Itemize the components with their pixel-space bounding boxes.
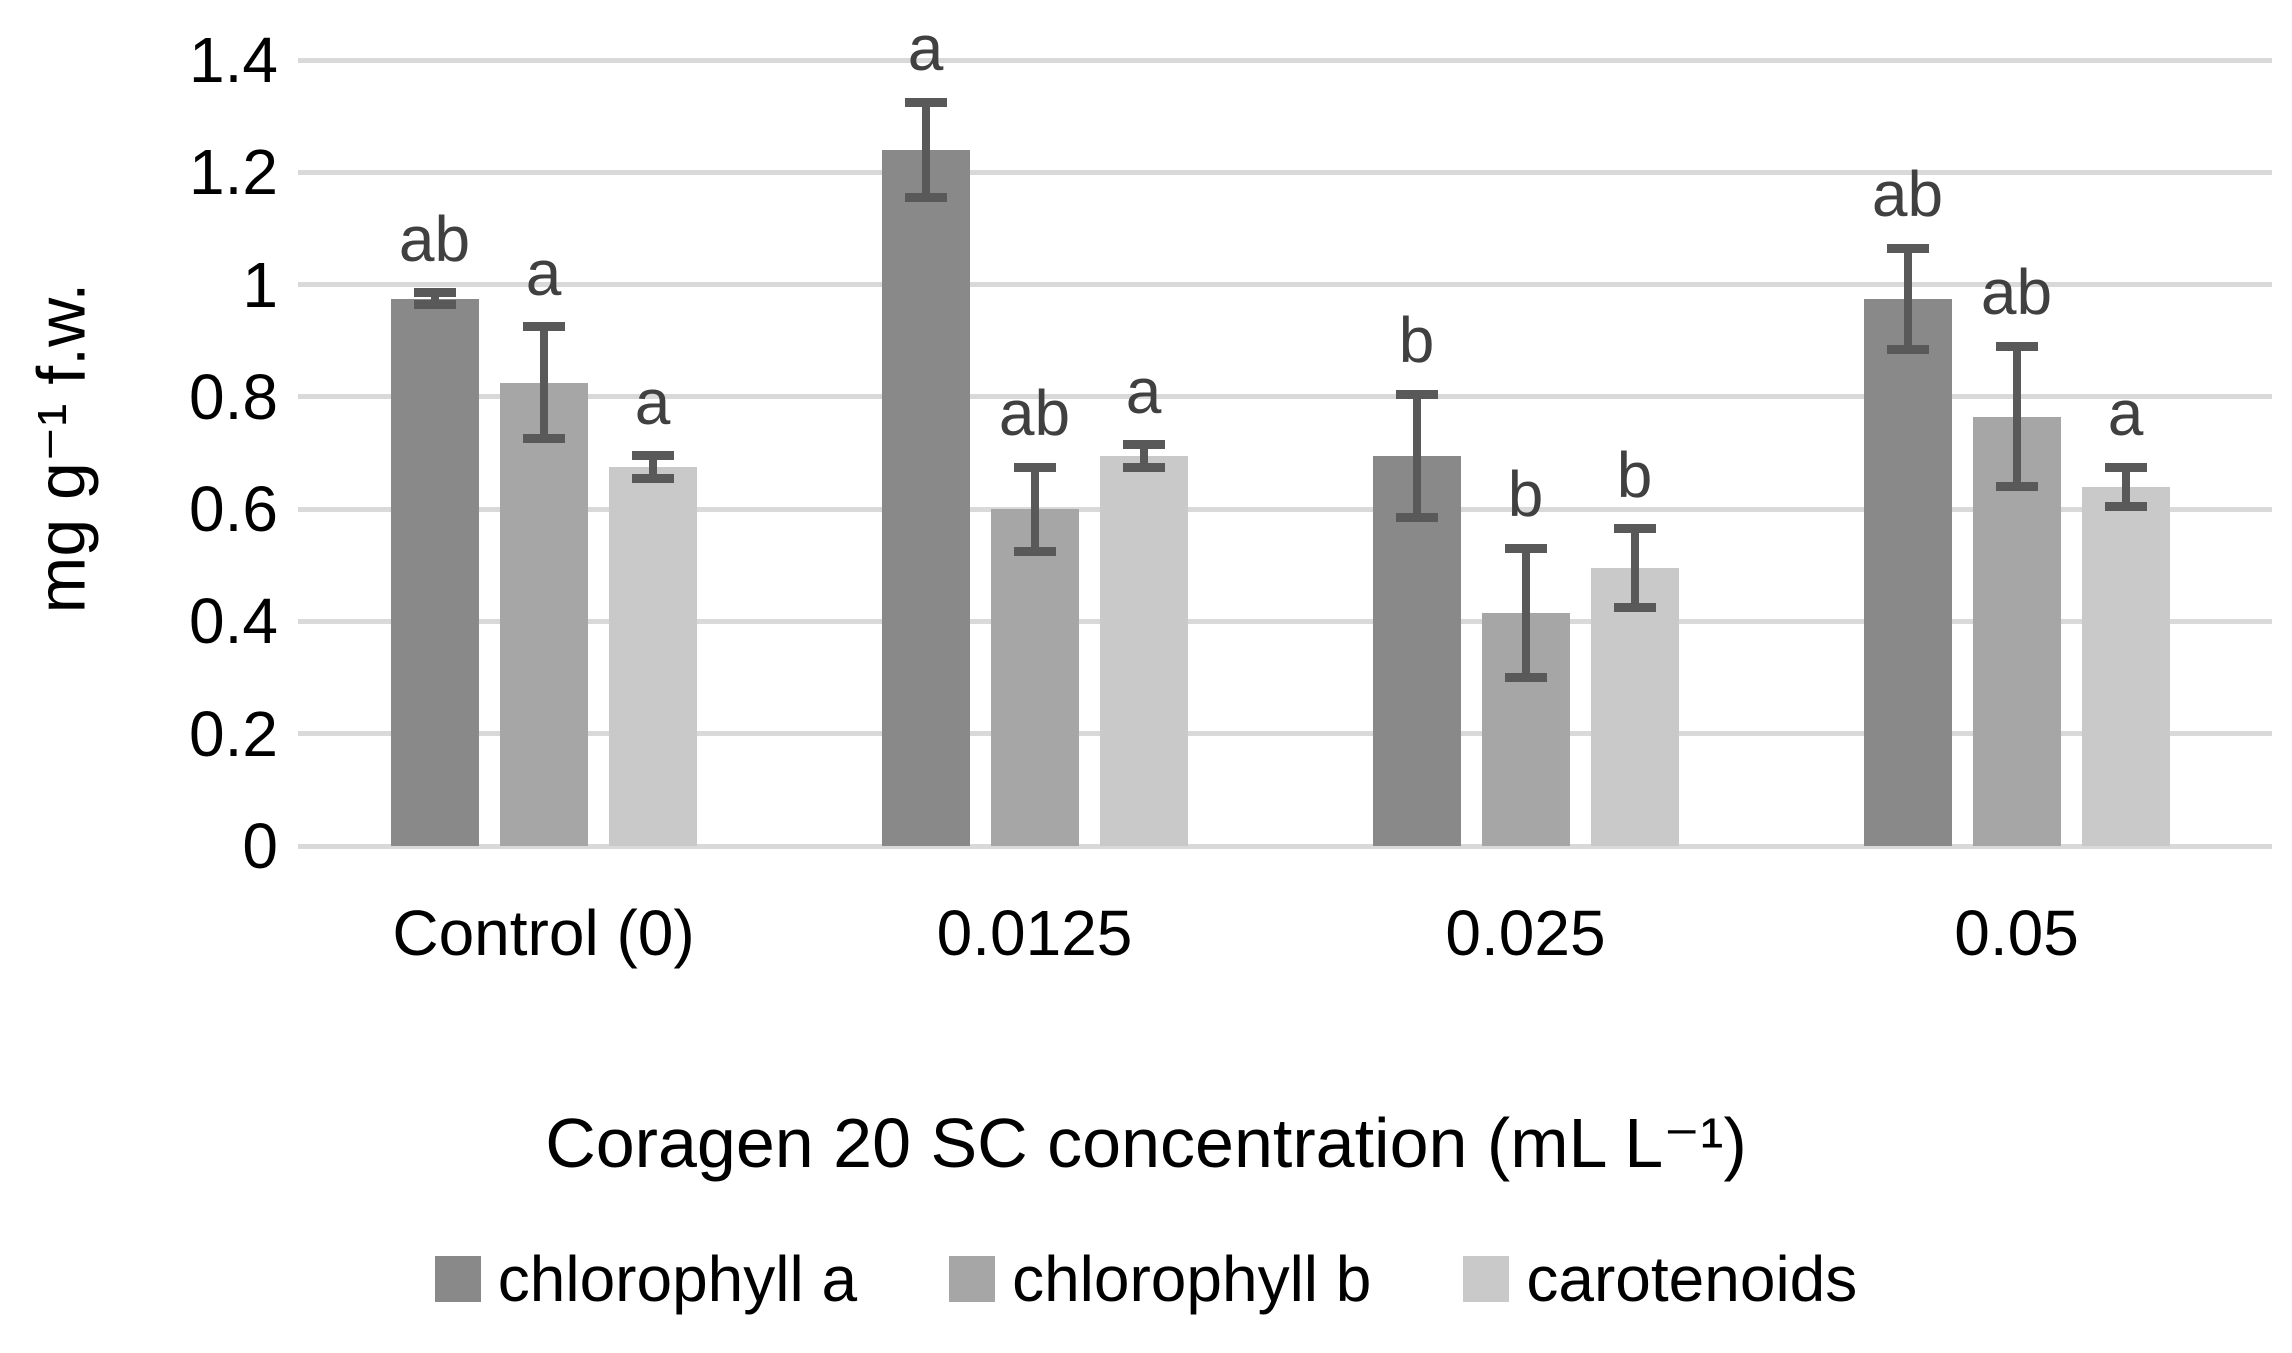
- bar-carotenoids: [1099, 455, 1188, 846]
- error-bar-line: [921, 102, 930, 198]
- gridline: [298, 282, 2272, 288]
- legend: chlorophyll a chlorophyll b carotenoids: [0, 1244, 2292, 1314]
- error-bar-cap-top: [1504, 543, 1547, 553]
- y-tick-label: 0.8: [189, 360, 278, 433]
- error-bar-line: [430, 292, 439, 305]
- significance-letter: b: [1616, 438, 1653, 511]
- y-tick-label: 0.4: [189, 585, 278, 658]
- legend-item: chlorophyll b: [949, 1244, 1371, 1314]
- significance-letter: b: [1398, 304, 1435, 377]
- significance-letter: a: [525, 236, 562, 309]
- error-bar-line: [1030, 467, 1039, 552]
- significance-letter: ab: [1980, 256, 2053, 329]
- error-bar-cap-top: [631, 451, 674, 461]
- error-bar-cap-bottom: [1504, 673, 1547, 683]
- error-bar-cap-top: [1013, 462, 1056, 472]
- x-category-label: 0.025: [1445, 897, 1606, 969]
- x-category-label: Control (0): [392, 897, 695, 969]
- bar-carotenoids: [2081, 486, 2170, 846]
- bar-chlorophyll-a: [390, 298, 479, 846]
- error-bar-cap-bottom: [1613, 602, 1656, 612]
- significance-letter: a: [634, 365, 671, 438]
- error-bar-cap-top: [522, 322, 565, 332]
- error-bar-line: [648, 455, 657, 479]
- y-tick-label: 1.4: [189, 24, 278, 96]
- error-bar-line: [2012, 346, 2021, 487]
- legend-label: chlorophyll a: [497, 1243, 858, 1315]
- error-bar-line: [2121, 467, 2130, 507]
- y-tick-label: 1.2: [189, 136, 278, 209]
- error-bar-cap-top: [1395, 389, 1438, 399]
- error-bar-cap-top: [1995, 341, 2038, 351]
- significance-letter: ab: [1871, 158, 1944, 231]
- legend-label: chlorophyll b: [1012, 1243, 1372, 1315]
- gridline: [298, 506, 2272, 512]
- bar-chlorophyll-a: [1863, 298, 1952, 846]
- error-bar-line: [1903, 248, 1912, 350]
- error-bar-cap-top: [413, 288, 456, 298]
- error-bar-cap-top: [1886, 243, 1929, 253]
- legend-item: chlorophyll a: [434, 1243, 858, 1315]
- error-bar-cap-bottom: [2104, 501, 2147, 511]
- bar-chlorophyll-a: [881, 149, 970, 846]
- error-bar-line: [1630, 528, 1639, 608]
- gridline: [298, 394, 2272, 400]
- significance-letter: a: [2107, 377, 2144, 450]
- legend-swatch-carotenoids: [1463, 1256, 1510, 1302]
- error-bar-cap-bottom: [413, 299, 456, 309]
- error-bar-line: [1521, 548, 1530, 678]
- significance-letter: b: [1507, 458, 1544, 531]
- error-bar-line: [1139, 444, 1148, 468]
- x-category-label: 0.05: [1954, 897, 2079, 969]
- significance-letter: ab: [398, 202, 471, 275]
- y-tick-label: 0.6: [189, 473, 278, 546]
- error-bar-cap-top: [1613, 524, 1656, 534]
- gridline: [298, 169, 2272, 175]
- error-bar-cap-bottom: [1013, 546, 1056, 556]
- error-bar-cap-bottom: [1395, 513, 1438, 523]
- legend-swatch-chlorophyll-a: [434, 1256, 481, 1302]
- bar-chlorophyll-b: [499, 382, 588, 846]
- significance-letter: ab: [998, 377, 1071, 450]
- error-bar-cap-bottom: [1122, 462, 1165, 472]
- x-category-label: 0.0125: [936, 897, 1133, 969]
- y-tick-label: 0.2: [189, 697, 278, 770]
- x-axis-title: Coragen 20 SC concentration (mL L⁻¹): [545, 1104, 1747, 1182]
- legend-item: carotenoids: [1463, 1244, 1857, 1314]
- y-tick-label: 1: [242, 248, 278, 321]
- gridline: [298, 731, 2272, 737]
- gridline: [298, 57, 2272, 63]
- legend-label: carotenoids: [1526, 1243, 1858, 1315]
- significance-letter: a: [1125, 354, 1162, 427]
- gridline: [298, 843, 2272, 849]
- gridline: [298, 618, 2272, 624]
- error-bar-cap-top: [1122, 440, 1165, 450]
- error-bar-cap-bottom: [904, 193, 947, 203]
- error-bar-line: [539, 326, 548, 439]
- bar-carotenoids: [1590, 568, 1679, 846]
- error-bar-cap-bottom: [631, 473, 674, 483]
- bar-chlorophyll-b: [990, 509, 1079, 846]
- y-axis-title: mg g⁻¹ f.w.: [23, 282, 100, 614]
- error-bar-line: [1412, 394, 1421, 518]
- bar-carotenoids: [608, 467, 697, 846]
- error-bar-cap-bottom: [1886, 344, 1929, 354]
- error-bar-cap-bottom: [522, 434, 565, 444]
- legend-swatch-chlorophyll-b: [949, 1256, 996, 1302]
- error-bar-cap-top: [904, 97, 947, 107]
- error-bar-cap-top: [2104, 462, 2147, 472]
- error-bar-cap-bottom: [1995, 482, 2038, 492]
- significance-letter: a: [907, 12, 944, 85]
- y-tick-label: 0: [242, 810, 278, 882]
